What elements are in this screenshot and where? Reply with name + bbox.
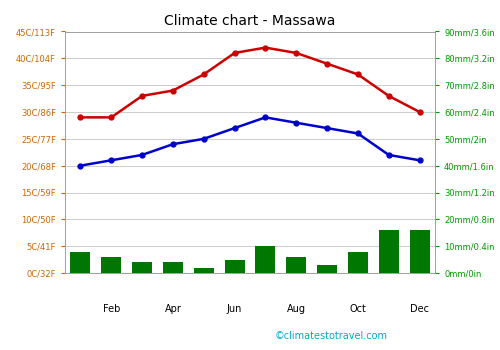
Text: Oct: Oct (350, 303, 366, 314)
Text: Dec: Dec (410, 303, 429, 314)
Bar (256, 246, 276, 273)
Bar (378, 230, 399, 273)
Bar (348, 252, 368, 273)
Text: Jun: Jun (227, 303, 242, 314)
Bar (286, 257, 306, 273)
Bar (410, 230, 430, 273)
Text: Feb: Feb (102, 303, 120, 314)
Bar (163, 262, 183, 273)
Bar (224, 260, 244, 273)
Text: Aug: Aug (287, 303, 306, 314)
Bar (194, 268, 214, 273)
Text: Apr: Apr (164, 303, 182, 314)
Bar (101, 257, 121, 273)
Title: Climate chart - Massawa: Climate chart - Massawa (164, 14, 336, 28)
Bar (317, 265, 337, 273)
Text: ©climatestotravel.com: ©climatestotravel.com (275, 331, 388, 341)
Bar (132, 262, 152, 273)
Bar (70, 252, 90, 273)
